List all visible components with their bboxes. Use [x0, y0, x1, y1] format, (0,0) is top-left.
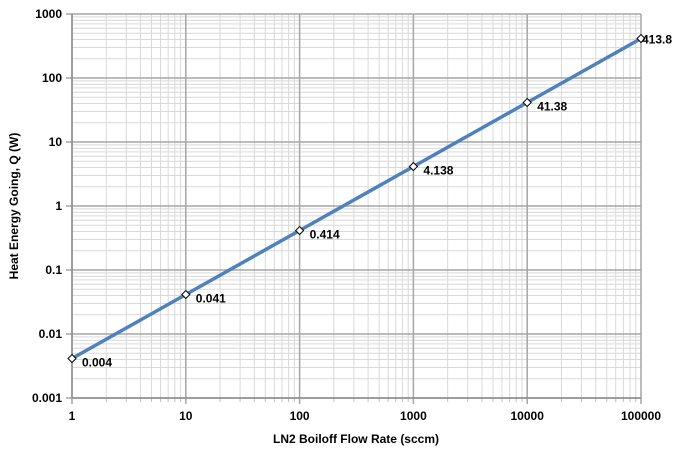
x-tick-label: 10000: [511, 409, 545, 423]
x-tick-labels: 1 10 100 1000 10000 100000: [69, 409, 662, 423]
minor-gridlines: [72, 14, 641, 402]
y-axis-title: Heat Energy Going, Q (W): [7, 133, 21, 280]
y-tick-label: 10: [49, 135, 63, 149]
x-tick-label: 100: [290, 409, 310, 423]
data-point-marker: [181, 289, 191, 300]
data-point-marker: [408, 161, 419, 172]
axes: [71, 14, 641, 399]
data-point-marker: [636, 33, 646, 44]
x-axis-title: LN2 Boiloff Flow Rate (sccm): [273, 432, 439, 446]
y-tick-label: 100: [42, 71, 62, 85]
data-label: 41.38: [537, 100, 567, 114]
data-label: 0.004: [82, 356, 112, 370]
data-point-marker: [294, 225, 305, 236]
data-label: 4.138: [423, 164, 453, 178]
data-point-marker: [522, 97, 532, 108]
data-label: 0.041: [196, 292, 226, 306]
x-tick-label: 1: [69, 409, 76, 423]
y-tick-label: 0.01: [39, 327, 63, 341]
data-label: 0.414: [310, 228, 340, 242]
y-tick-label: 1000: [35, 7, 62, 21]
series-line: [71, 37, 642, 361]
data-series: 0.004 0.041 0.414 4.138 41.38 413.8: [67, 33, 672, 370]
x-tick-label: 10: [179, 409, 193, 423]
y-tick-label: 0.1: [45, 263, 62, 277]
data-point-marker: [67, 353, 77, 364]
y-tick-labels: 0.001 0.01 0.1 1 10 100 1000: [32, 7, 62, 405]
data-label: 413.8: [642, 33, 672, 47]
x-tick-label: 1000: [400, 409, 427, 423]
y-tick-label: 1: [55, 199, 62, 213]
y-tick-label: 0.001: [32, 391, 62, 405]
x-tick-label: 100000: [621, 409, 661, 423]
